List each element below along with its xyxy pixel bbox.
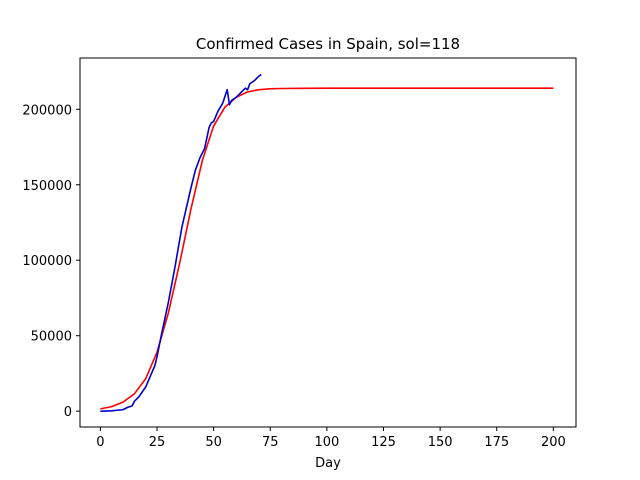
y-tick-label: 50000 — [31, 330, 72, 345]
x-tick-label: 50 — [205, 435, 222, 450]
x-tick-label: 125 — [371, 435, 396, 450]
series-line-1 — [100, 87, 554, 410]
chart-title: Confirmed Cases in Spain, sol=118 — [196, 35, 460, 53]
series-line-2 — [100, 73, 262, 412]
x-axis-label: Day — [315, 456, 341, 471]
y-tick-label: 100000 — [22, 254, 72, 269]
y-tick-label: 200000 — [22, 103, 72, 118]
x-tick-label: 100 — [314, 435, 339, 450]
y-tick-label: 150000 — [22, 179, 72, 194]
series-layer — [100, 73, 554, 412]
x-tick-label: 25 — [149, 435, 166, 450]
x-tick-label: 75 — [262, 435, 279, 450]
y-tick-label: 0 — [64, 405, 72, 420]
x-axis-ticks: 0 25 50 75 100 125 150 175 200 — [96, 427, 566, 450]
x-tick-label: 150 — [428, 435, 453, 450]
x-tick-label: 200 — [541, 435, 566, 450]
x-tick-label: 0 — [96, 435, 104, 450]
y-axis-ticks: 0 50000 100000 150000 200000 — [22, 103, 80, 420]
plot-frame — [79, 57, 577, 428]
x-tick-label: 175 — [484, 435, 509, 450]
